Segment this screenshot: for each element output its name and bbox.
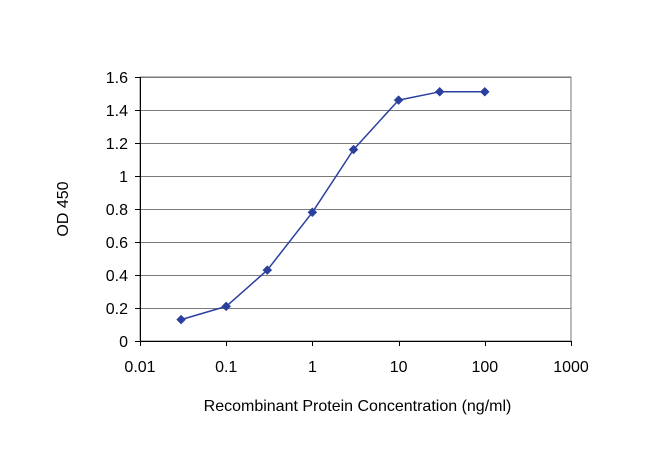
series-layer: [176, 86, 490, 325]
series-line: [180, 91, 485, 321]
data-point: [307, 207, 318, 218]
data-point: [348, 144, 359, 155]
x-tick-label: 0.01: [124, 359, 155, 376]
y-axis-label: OD 450: [55, 181, 72, 236]
data-point: [176, 314, 186, 325]
y-tick-label: 0: [119, 334, 128, 351]
y-tick-label: 1.4: [106, 103, 128, 120]
x-tick-label: 100: [471, 359, 498, 376]
y-tick-label: 0.6: [106, 235, 128, 252]
data-point: [393, 95, 404, 105]
y-tick-label: 1: [119, 169, 128, 186]
grid-layer: [140, 77, 571, 309]
x-tick-label: 1000: [553, 359, 589, 376]
y-tick-label: 0.4: [106, 268, 128, 285]
y-tick-label: 0.2: [106, 301, 128, 318]
axis-layer: [135, 77, 572, 346]
data-point: [479, 86, 490, 97]
data-point: [434, 86, 445, 97]
x-tick-label: 1: [308, 359, 317, 376]
y-tick-label: 1.6: [106, 70, 128, 87]
y-tick-label: 0.8: [106, 202, 128, 219]
y-tick-label: 1.2: [106, 136, 128, 153]
label-layer: 0 0.2 0.4 0.6 0.8 1 1.2 1.4 1.6 0.01 0.1 1 10 100 1000: [106, 70, 589, 376]
x-axis-label: Recombinant Protein Concentration (ng/ml…: [204, 398, 512, 415]
x-tick-label: 0.1: [215, 359, 237, 376]
x-tick-label: 10: [390, 359, 408, 376]
data-point: [262, 265, 273, 275]
data-point: [221, 301, 232, 312]
